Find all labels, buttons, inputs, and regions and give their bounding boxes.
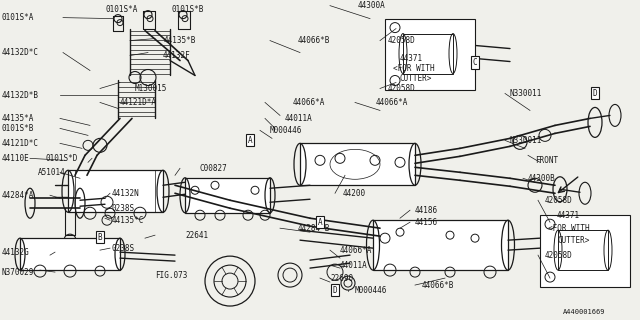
Bar bbox=[68, 170, 163, 212]
Text: 0101S*B: 0101S*B bbox=[2, 124, 35, 133]
Text: 44066*B: 44066*B bbox=[298, 36, 330, 45]
Text: C00827: C00827 bbox=[200, 164, 228, 173]
Text: 44284*B: 44284*B bbox=[298, 224, 330, 233]
Text: FIG.073: FIG.073 bbox=[155, 271, 188, 280]
Text: M130015: M130015 bbox=[135, 84, 168, 93]
Text: 44135*A: 44135*A bbox=[2, 114, 35, 123]
Text: A51014: A51014 bbox=[38, 168, 66, 177]
Text: 44132F: 44132F bbox=[163, 51, 191, 60]
Text: 0101S*D: 0101S*D bbox=[45, 154, 77, 163]
Text: C: C bbox=[473, 58, 477, 67]
Text: 44284*A: 44284*A bbox=[2, 191, 35, 200]
Text: CUTTER>: CUTTER> bbox=[400, 74, 433, 83]
Text: CUTTER>: CUTTER> bbox=[557, 236, 589, 245]
Text: 44371: 44371 bbox=[557, 211, 580, 220]
Text: 44132D*C: 44132D*C bbox=[2, 48, 39, 57]
Text: 0101S*A: 0101S*A bbox=[106, 5, 138, 14]
Bar bbox=[558, 230, 608, 270]
Text: A440001669: A440001669 bbox=[563, 309, 605, 315]
Text: 22690: 22690 bbox=[330, 274, 353, 283]
Text: 0238S: 0238S bbox=[112, 204, 135, 213]
Text: 44066*A: 44066*A bbox=[376, 98, 408, 107]
Text: 44186: 44186 bbox=[415, 206, 438, 215]
Text: 44200: 44200 bbox=[343, 189, 366, 198]
Text: <FOR WITH: <FOR WITH bbox=[548, 224, 589, 233]
Text: 44121D*A: 44121D*A bbox=[120, 98, 157, 107]
Text: 44135*B: 44135*B bbox=[164, 36, 196, 45]
Text: 44132G: 44132G bbox=[2, 248, 29, 257]
Bar bbox=[185, 178, 270, 213]
Text: 42058D: 42058D bbox=[545, 251, 573, 260]
Text: A: A bbox=[248, 136, 252, 145]
Text: 22641: 22641 bbox=[185, 231, 208, 240]
Text: A: A bbox=[317, 218, 323, 227]
Text: 44066*A: 44066*A bbox=[340, 246, 372, 255]
Text: 44135*C: 44135*C bbox=[112, 216, 145, 225]
Text: 44156: 44156 bbox=[415, 218, 438, 227]
Text: 44066*A: 44066*A bbox=[293, 98, 325, 107]
Text: N370029: N370029 bbox=[2, 268, 35, 276]
Text: M000446: M000446 bbox=[270, 126, 302, 135]
Text: 44371: 44371 bbox=[400, 54, 423, 63]
Text: 44110E: 44110E bbox=[2, 154, 29, 163]
Text: <FOR WITH: <FOR WITH bbox=[393, 64, 435, 73]
Bar bbox=[385, 19, 475, 91]
Text: D: D bbox=[593, 89, 597, 98]
Text: FRONT: FRONT bbox=[535, 156, 558, 165]
Text: 44066*B: 44066*B bbox=[422, 281, 454, 290]
Text: B: B bbox=[98, 233, 102, 242]
Text: 0101S*A: 0101S*A bbox=[2, 13, 35, 22]
Text: D: D bbox=[333, 285, 337, 295]
Text: 42058D: 42058D bbox=[388, 36, 416, 45]
Bar bbox=[20, 238, 120, 270]
Text: 44300B: 44300B bbox=[528, 174, 556, 183]
Text: 0238S: 0238S bbox=[112, 244, 135, 253]
Text: N330011: N330011 bbox=[510, 136, 542, 145]
Text: 42058D: 42058D bbox=[388, 84, 416, 93]
Text: N330011: N330011 bbox=[510, 89, 542, 98]
Bar bbox=[373, 220, 508, 270]
Text: 44132D*B: 44132D*B bbox=[2, 91, 39, 100]
Text: 44011A: 44011A bbox=[285, 114, 313, 123]
Text: 42058D: 42058D bbox=[545, 196, 573, 205]
Text: 0101S*B: 0101S*B bbox=[172, 5, 204, 14]
Text: M000446: M000446 bbox=[355, 285, 387, 295]
Text: 44300A: 44300A bbox=[358, 1, 386, 10]
Text: 44121D*C: 44121D*C bbox=[2, 139, 39, 148]
Bar bbox=[300, 143, 415, 185]
Text: 44011A: 44011A bbox=[340, 260, 368, 270]
Bar bbox=[403, 34, 453, 74]
Text: 44132N: 44132N bbox=[112, 189, 140, 198]
Bar bbox=[540, 215, 630, 287]
